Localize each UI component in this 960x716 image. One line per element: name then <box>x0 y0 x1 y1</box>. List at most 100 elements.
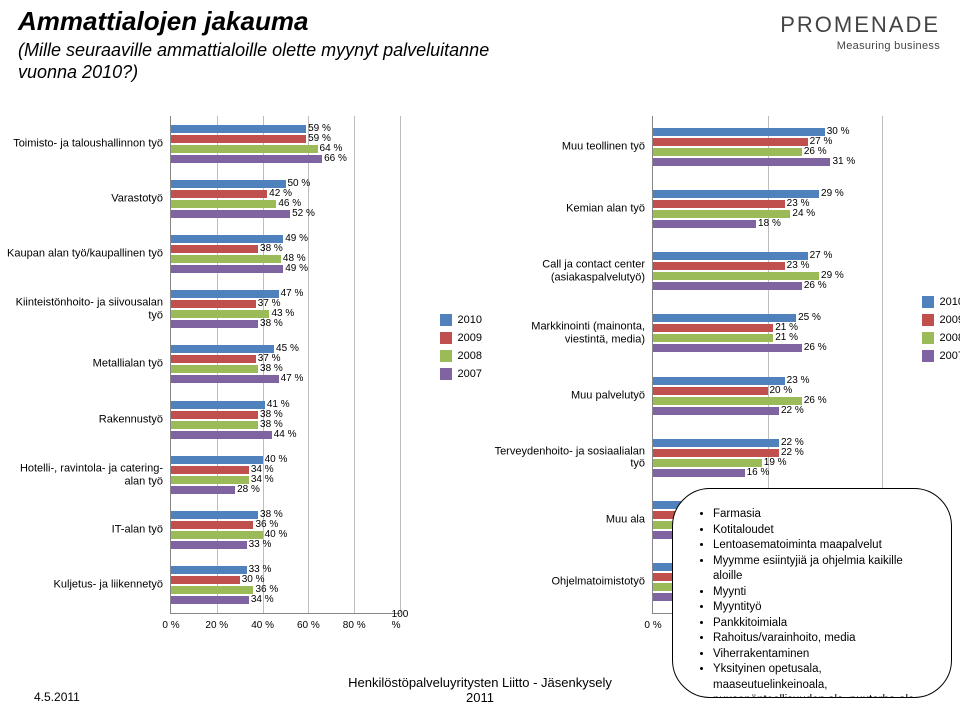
x-tick-label: 60 % <box>297 620 320 631</box>
bar-value-label: 33 % <box>249 539 272 550</box>
category-group: Varastotyö50 %42 %46 %52 % <box>171 171 400 226</box>
bar-value-label: 24 % <box>792 208 815 219</box>
bar <box>171 486 235 494</box>
bar-value-label: 27 % <box>810 250 833 261</box>
bar-value-label: 22 % <box>781 405 804 416</box>
bar <box>653 262 785 270</box>
legend-item: 2009 <box>440 332 482 344</box>
category-label: Markkinointi (mainonta, viestintä, media… <box>485 321 645 346</box>
bar <box>653 128 825 136</box>
bar <box>653 334 773 342</box>
legend-swatch <box>440 332 452 344</box>
bar <box>653 459 762 467</box>
bar-value-label: 25 % <box>798 312 821 323</box>
bar <box>653 210 790 218</box>
bar <box>653 200 785 208</box>
bar <box>171 365 258 373</box>
bar-value-label: 49 % <box>285 233 308 244</box>
bar <box>171 290 279 298</box>
bar <box>171 576 240 584</box>
bar <box>171 155 322 163</box>
category-label: Varastotyö <box>3 193 163 206</box>
bar <box>171 300 256 308</box>
legend-label: 2010 <box>940 296 960 308</box>
category-label: Kiinteistönhoito- ja siivousalan työ <box>3 297 163 322</box>
category-label: Ohjelmatoimistotyö <box>485 576 645 589</box>
category-label: Muu palvelutyö <box>485 389 645 402</box>
bar <box>653 190 819 198</box>
bar-value-label: 44 % <box>274 429 297 440</box>
bar <box>171 531 263 539</box>
category-label: Muu teollinen työ <box>485 141 645 154</box>
right-legend: 2010200920082007 <box>922 290 960 368</box>
category-label: Toimisto- ja taloushallinnon työ <box>3 137 163 150</box>
left-legend: 2010 2009 2008 2007 <box>440 308 482 386</box>
brand-tagline: Measuring business <box>780 40 940 52</box>
bar <box>171 320 258 328</box>
callout-item: Lentoasematoiminta maapalvelut <box>713 538 933 554</box>
bar <box>653 397 802 405</box>
legend-label: 2007 <box>940 350 960 362</box>
bar-value-label: 49 % <box>285 263 308 274</box>
category-label: Kaupan alan työ/kaupallinen työ <box>3 248 163 261</box>
bar <box>653 314 796 322</box>
x-tick-label: 80 % <box>343 620 366 631</box>
legend-swatch <box>922 296 934 308</box>
legend-item: 2010 <box>440 314 482 326</box>
bar-value-label: 52 % <box>292 208 315 219</box>
x-tick-label: 20 % <box>205 620 228 631</box>
legend-label: 2008 <box>458 350 482 362</box>
legend-swatch <box>922 314 934 326</box>
legend-item: 2010 <box>922 296 960 308</box>
bar-value-label: 16 % <box>747 467 770 478</box>
category-label: Metallialan työ <box>3 358 163 371</box>
bar <box>171 431 272 439</box>
bar <box>171 345 274 353</box>
bar <box>171 466 249 474</box>
category-label: Call ja contact center (asiakaspalveluty… <box>485 259 645 284</box>
category-label: Kemian alan työ <box>485 203 645 216</box>
bar <box>171 511 258 519</box>
category-group: Muu teollinen työ30 %27 %26 %31 % <box>653 116 882 178</box>
bar <box>171 180 286 188</box>
bar-value-label: 26 % <box>804 395 827 406</box>
bar-value-label: 47 % <box>281 288 304 299</box>
bar-value-label: 23 % <box>787 260 810 271</box>
bar-value-label: 26 % <box>804 342 827 353</box>
bar <box>171 310 269 318</box>
bar <box>171 135 306 143</box>
bar <box>653 148 802 156</box>
legend-swatch <box>922 350 934 362</box>
category-group: Call ja contact center (asiakaspalveluty… <box>653 240 882 302</box>
bar <box>653 252 808 260</box>
legend-swatch <box>440 314 452 326</box>
bar <box>171 375 279 383</box>
footer-date: 4.5.2011 <box>34 690 80 704</box>
legend-item: 2007 <box>922 350 960 362</box>
category-label: Muu ala <box>485 513 645 526</box>
category-label: Terveydenhoito- ja sosiaalialan työ <box>485 445 645 470</box>
legend-item: 2009 <box>922 314 960 326</box>
category-group: IT-alan työ38 %36 %40 %33 % <box>171 503 400 558</box>
x-tick-label: 0 % <box>162 620 179 631</box>
legend-label: 2010 <box>458 314 482 326</box>
bar-value-label: 38 % <box>260 243 283 254</box>
bar <box>171 145 318 153</box>
category-group: Rakennustyö41 %38 %38 %44 % <box>171 392 400 447</box>
bar <box>171 421 258 429</box>
category-label: Kuljetus- ja liikennetyö <box>3 579 163 592</box>
bar <box>171 476 249 484</box>
x-tick-label: 40 % <box>251 620 274 631</box>
category-group: Metallialan työ45 %37 %38 %47 % <box>171 337 400 392</box>
bar <box>653 407 779 415</box>
bar-value-label: 38 % <box>260 318 283 329</box>
bar <box>171 265 283 273</box>
bar-value-label: 18 % <box>758 218 781 229</box>
legend-label: 2007 <box>458 368 482 380</box>
category-group: Kiinteistönhoito- ja siivousalan työ47 %… <box>171 282 400 337</box>
callout-item: Kotitaloudet <box>713 523 933 539</box>
bar <box>171 125 306 133</box>
category-group: Kemian alan työ29 %23 %24 %18 % <box>653 178 882 240</box>
legend-label: 2009 <box>940 314 960 326</box>
category-label: Rakennustyö <box>3 413 163 426</box>
